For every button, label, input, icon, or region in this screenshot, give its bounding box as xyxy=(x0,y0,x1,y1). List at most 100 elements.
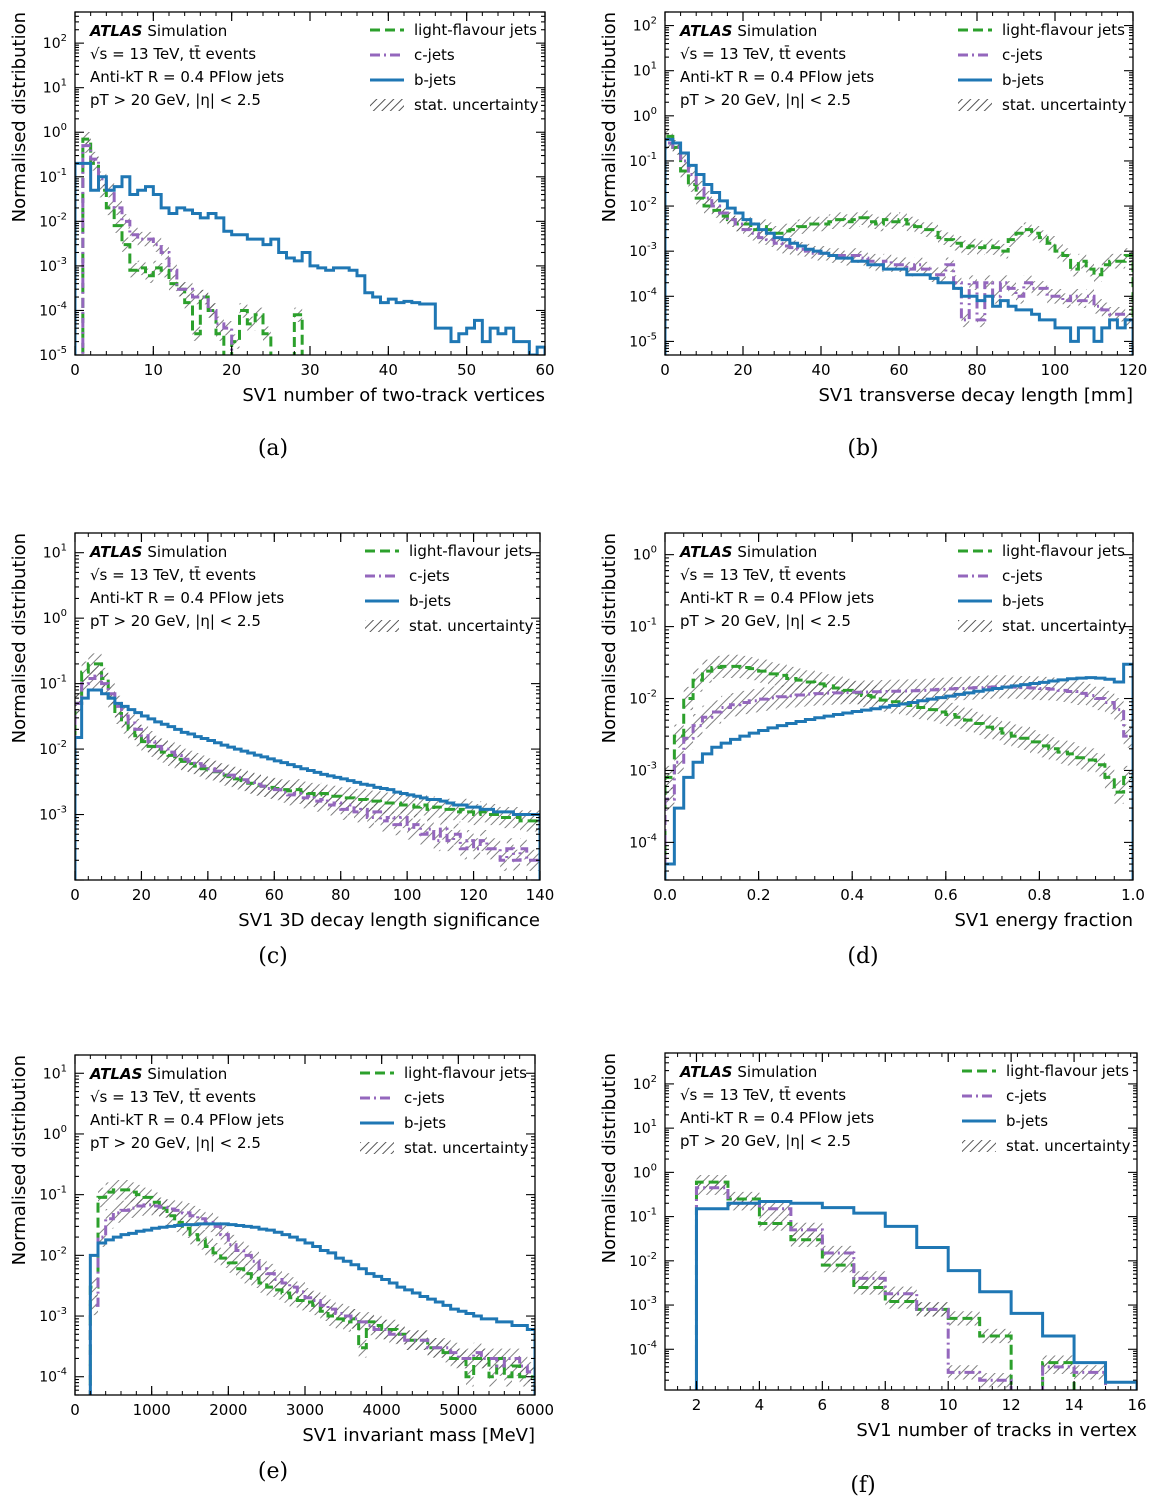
series-line-b-jets xyxy=(88,1222,535,1395)
y-tick-label: 101 xyxy=(43,543,67,562)
legend-label: stat. uncertainty xyxy=(1002,617,1127,635)
atlas-label: ATLAS Simulation xyxy=(679,22,817,40)
y-tick-label: 101 xyxy=(43,78,67,97)
x-tick-label: 4 xyxy=(755,1396,765,1414)
series-line-light-flavour-jets xyxy=(88,1188,535,1395)
series-line-b-jets xyxy=(665,137,1133,355)
annotation-line: Anti-kT R = 0.4 PFlow jets xyxy=(680,68,874,86)
x-tick-label: 2000 xyxy=(209,1401,247,1419)
panel-caption: (e) xyxy=(258,1459,288,1484)
atlas-label: ATLAS Simulation xyxy=(89,543,227,561)
series-line-b-jets xyxy=(75,161,545,355)
y-tick-label: 10-1 xyxy=(39,674,67,693)
legend-label: light-flavour jets xyxy=(1002,542,1125,560)
y-tick-label: 10-3 xyxy=(629,241,657,260)
y-axis-label: Normalised distribution xyxy=(599,533,620,743)
y-axis-label: Normalised distribution xyxy=(9,12,30,222)
x-tick-label: 100 xyxy=(1041,361,1070,379)
plot-frame xyxy=(664,1052,1138,1391)
x-tick-label: 30 xyxy=(300,361,319,379)
panel-caption: (b) xyxy=(847,436,878,461)
x-tick-label: 140 xyxy=(526,886,555,904)
y-tick-label: 101 xyxy=(633,61,657,80)
panel-caption: (a) xyxy=(258,436,288,461)
y-tick-label: 10-3 xyxy=(39,1306,67,1325)
x-tick-label: 6000 xyxy=(516,1401,554,1419)
legend-swatch-hatch xyxy=(958,99,992,111)
annotation-line: √s = 13 TeV, tt̄ events xyxy=(680,44,846,63)
series-line-b-jets xyxy=(75,688,540,880)
x-tick-label: 120 xyxy=(1119,361,1148,379)
legend-label: c-jets xyxy=(414,46,455,64)
legend-label: light-flavour jets xyxy=(1006,1062,1129,1080)
x-tick-label: 0.8 xyxy=(1027,886,1051,904)
legend-label: c-jets xyxy=(409,567,450,585)
panel-e: 0 1000 2000 3000 4000 5000 6000 10-4 10-3 10-2 10-… xyxy=(9,1054,554,1484)
x-tick-label: 80 xyxy=(331,886,350,904)
x-tick-label: 60 xyxy=(535,361,554,379)
x-axis-label: SV1 transverse decay length [mm] xyxy=(819,385,1134,406)
y-tick-label: 10-1 xyxy=(629,1207,657,1226)
legend-swatch-hatch xyxy=(365,620,399,632)
x-tick-label: 6 xyxy=(818,1396,828,1414)
legend-swatch-hatch xyxy=(360,1142,394,1154)
y-tick-label: 10-2 xyxy=(629,1251,657,1270)
x-tick-label: 12 xyxy=(1002,1396,1021,1414)
x-tick-label: 100 xyxy=(393,886,422,904)
annotation-line: Anti-kT R = 0.4 PFlow jets xyxy=(680,1109,874,1127)
legend-label: b-jets xyxy=(414,71,456,89)
x-tick-label: 10 xyxy=(144,361,163,379)
stat-uncertainty-band xyxy=(665,654,1133,804)
y-tick-label: 100 xyxy=(633,1162,657,1181)
annotation-line: pT > 20 GeV, |η| < 2.5 xyxy=(90,612,261,630)
y-tick-label: 100 xyxy=(43,122,67,141)
y-tick-label: 10-2 xyxy=(39,739,67,758)
y-tick-label: 10-5 xyxy=(39,345,67,364)
x-tick-label: 20 xyxy=(222,361,241,379)
y-tick-label: 102 xyxy=(43,33,67,52)
y-axis-label: Normalised distribution xyxy=(9,533,30,743)
x-axis-label: SV1 number of two-track vertices xyxy=(242,385,545,406)
y-axis-label: Normalised distribution xyxy=(9,1055,30,1265)
x-tick-label: 0 xyxy=(70,1401,80,1419)
x-tick-label: 14 xyxy=(1065,1396,1084,1414)
legend-swatch-hatch xyxy=(958,620,992,632)
legend-label: b-jets xyxy=(1002,71,1044,89)
x-tick-label: 40 xyxy=(811,361,830,379)
stat-uncertainty-band xyxy=(90,1195,535,1382)
legend-label: stat. uncertainty xyxy=(1002,96,1127,114)
annotation-line: pT > 20 GeV, |η| < 2.5 xyxy=(680,1132,851,1150)
x-tick-label: 2 xyxy=(692,1396,702,1414)
series-line-light-flavour-jets xyxy=(81,137,304,355)
x-tick-label: 120 xyxy=(459,886,488,904)
legend-label: light-flavour jets xyxy=(404,1064,527,1082)
x-tick-label: 0 xyxy=(70,361,80,379)
y-tick-label: 10-5 xyxy=(629,331,657,350)
y-tick-label: 10-4 xyxy=(629,286,657,305)
legend-label: c-jets xyxy=(1002,567,1043,585)
x-tick-label: 0.0 xyxy=(653,886,677,904)
x-axis-label: SV1 invariant mass [MeV] xyxy=(302,1425,535,1446)
y-tick-label: 10-4 xyxy=(39,300,67,319)
y-tick-label: 101 xyxy=(633,1118,657,1137)
annotation-line: Anti-kT R = 0.4 PFlow jets xyxy=(90,68,284,86)
x-axis-label: SV1 number of tracks in vertex xyxy=(856,1420,1137,1441)
y-tick-label: 100 xyxy=(633,545,657,564)
legend-label: stat. uncertainty xyxy=(1006,1137,1131,1155)
legend-label: stat. uncertainty xyxy=(409,617,534,635)
y-tick-label: 10-2 xyxy=(39,211,67,230)
x-tick-label: 16 xyxy=(1127,1396,1146,1414)
legend-label: c-jets xyxy=(1002,46,1043,64)
atlas-label: ATLAS Simulation xyxy=(679,1063,817,1081)
atlas-label: ATLAS Simulation xyxy=(89,22,227,40)
y-tick-label: 100 xyxy=(43,608,67,627)
y-tick-label: 10-2 xyxy=(629,689,657,708)
y-tick-label: 10-3 xyxy=(39,805,67,824)
series-line-c-jets xyxy=(665,141,1133,355)
annotation-line: Anti-kT R = 0.4 PFlow jets xyxy=(680,589,874,607)
stat-uncertainty-band xyxy=(665,135,1133,328)
series-line-c-jets xyxy=(665,685,1133,880)
series-line-light-flavour-jets xyxy=(694,1180,1076,1390)
x-tick-label: 0.2 xyxy=(747,886,771,904)
